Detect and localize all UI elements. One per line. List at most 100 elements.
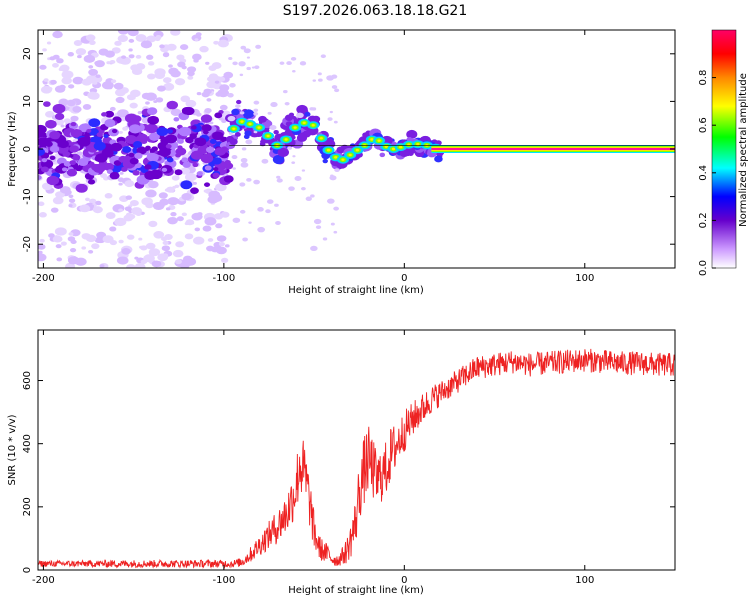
signal-blob	[128, 152, 135, 158]
noise-blob	[134, 256, 139, 260]
noise-blob	[333, 206, 339, 211]
noise-blob	[174, 78, 186, 86]
noise-blob	[284, 101, 290, 106]
signal-blob	[70, 128, 83, 138]
noise-blob	[232, 61, 238, 66]
noise-blob	[193, 58, 199, 63]
noise-blob	[67, 256, 80, 265]
noise-blob	[58, 98, 69, 106]
noise-blob	[291, 161, 296, 164]
noise-blob	[124, 206, 132, 212]
track-hotspot	[257, 126, 261, 129]
noise-blob	[138, 237, 143, 241]
signal-blob	[41, 158, 48, 163]
noise-blob	[52, 62, 59, 68]
signal-blob	[96, 132, 103, 138]
noise-blob	[315, 225, 322, 230]
noise-blob	[181, 212, 187, 217]
noise-blob	[88, 65, 94, 69]
noise-blob	[166, 186, 175, 193]
noise-blob	[253, 108, 259, 112]
noise-blob	[239, 182, 245, 187]
signal-blob	[173, 117, 180, 122]
noise-blob	[219, 84, 230, 92]
noise-blob	[235, 104, 241, 108]
noise-blob	[185, 99, 197, 108]
carrier-band-core	[431, 148, 675, 150]
noise-blob	[215, 223, 223, 229]
noise-blob	[326, 198, 335, 204]
signal-blob	[175, 147, 187, 156]
noise-blob	[68, 204, 73, 208]
noise-blob	[63, 118, 71, 124]
noise-blob	[56, 257, 63, 262]
noise-blob	[243, 48, 251, 54]
noise-blob	[38, 243, 46, 250]
noise-blob	[38, 253, 47, 262]
noise-blob	[184, 222, 190, 226]
noise-blob	[117, 34, 129, 43]
noise-blob	[50, 79, 57, 85]
signal-blob	[156, 127, 169, 136]
noise-blob	[179, 44, 189, 50]
signal-blob	[197, 146, 209, 155]
noise-blob	[254, 65, 260, 70]
signal-blob	[104, 119, 116, 128]
signal-blob	[209, 138, 217, 144]
noise-blob	[174, 184, 180, 188]
noise-blob	[145, 101, 150, 105]
signal-blob	[38, 124, 47, 134]
noise-blob	[163, 52, 170, 57]
signal-blob	[54, 112, 65, 120]
signal-blob	[234, 132, 241, 137]
noise-blob	[220, 257, 229, 263]
noise-blob	[128, 54, 135, 59]
noise-blob	[100, 173, 107, 179]
noise-blob	[294, 176, 302, 181]
noise-blob	[92, 81, 98, 85]
noise-blob	[162, 240, 169, 245]
noise-blob	[59, 64, 70, 72]
noise-blob	[206, 80, 217, 89]
signal-blob	[38, 148, 45, 156]
track-hotspot	[319, 137, 323, 140]
signal-blob	[284, 114, 294, 121]
signal-blob	[136, 146, 147, 155]
signal-blob	[104, 110, 115, 118]
signal-blob	[149, 169, 163, 180]
noise-blob	[216, 246, 227, 255]
noise-blob	[115, 96, 125, 104]
noise-blob	[139, 245, 144, 249]
noise-blob	[79, 204, 91, 213]
signal-blob	[103, 134, 109, 139]
colorbar-gradient	[711, 29, 737, 269]
noise-blob	[147, 61, 155, 66]
noise-blob	[83, 54, 96, 63]
signal-blob	[55, 164, 68, 174]
signal-blob	[190, 187, 199, 194]
noise-blob	[127, 213, 136, 220]
noise-blob	[88, 40, 96, 46]
noise-blob	[117, 30, 129, 35]
noise-blob	[146, 35, 157, 43]
signal-blob	[174, 169, 183, 176]
noise-blob	[105, 212, 116, 219]
noise-blob	[54, 227, 67, 236]
noise-blob	[192, 53, 202, 61]
signal-blob	[194, 137, 207, 147]
noise-blob	[171, 175, 180, 181]
spectrogram-marks	[38, 30, 675, 268]
signal-blob	[211, 157, 222, 165]
signal-blob	[406, 129, 418, 139]
noise-blob	[215, 91, 223, 97]
noise-blob	[125, 195, 133, 200]
noise-blob	[50, 207, 59, 213]
noise-blob	[290, 56, 297, 61]
signal-blob	[57, 139, 69, 149]
track-hotspot	[341, 158, 345, 161]
signal-blob	[86, 129, 92, 133]
spectrogram-ytick-label: -20	[22, 236, 33, 252]
noise-blob	[220, 211, 230, 218]
signal-blob	[145, 123, 159, 134]
noise-blob	[55, 191, 65, 199]
